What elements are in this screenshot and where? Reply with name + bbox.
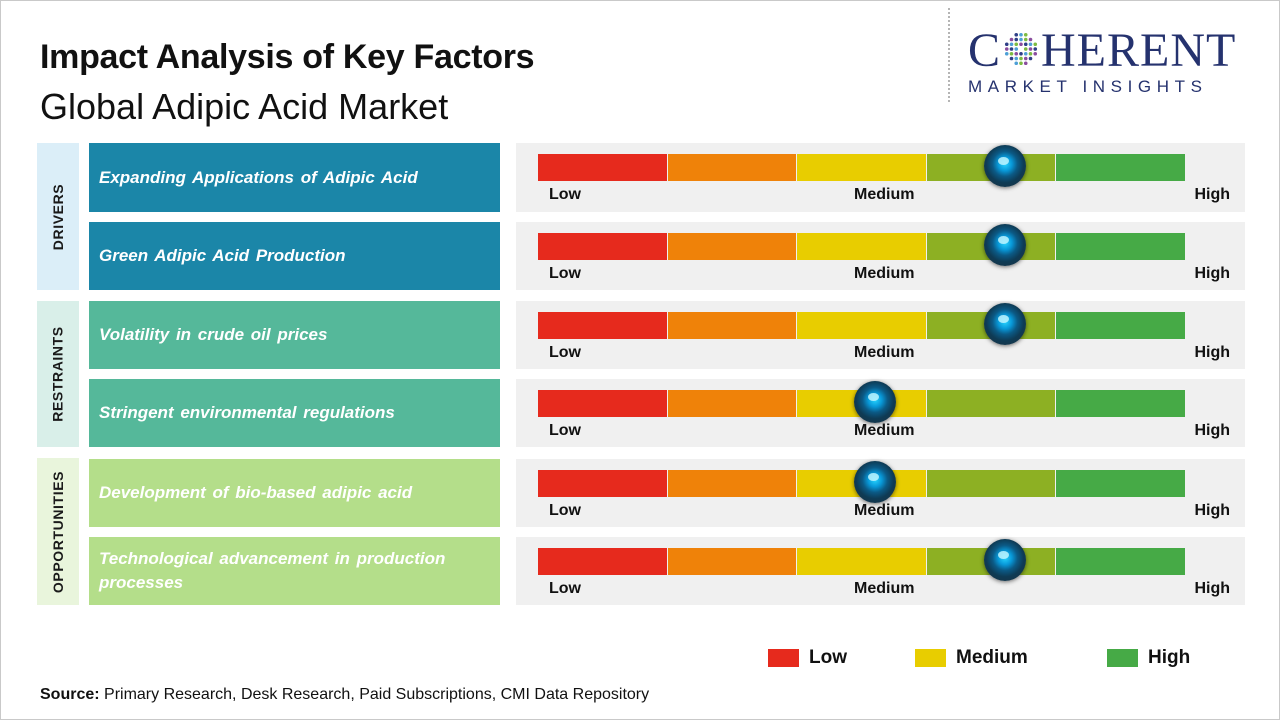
logo-divider xyxy=(948,8,950,102)
gauge-low-label: Low xyxy=(549,186,581,203)
gauge-segment xyxy=(538,470,667,497)
legend-label: High xyxy=(1148,647,1191,668)
gauge-segment xyxy=(1056,548,1185,575)
gauge-high-label: High xyxy=(1194,265,1230,282)
source-text: Primary Research, Desk Research, Paid Su… xyxy=(99,686,650,703)
gauge-low-label: Low xyxy=(549,265,581,282)
gauge-segment xyxy=(667,154,797,181)
impact-indicator-knob xyxy=(983,224,1026,266)
legend-swatch xyxy=(915,649,946,667)
factor-label-2: Green Adipic Acid Production xyxy=(89,222,500,290)
impact-gauge-row-4: Low Medium High xyxy=(516,379,1245,447)
legend-label: Low xyxy=(809,647,847,668)
impact-indicator-knob xyxy=(983,303,1026,345)
impact-gauge-row-5: Low Medium High xyxy=(516,459,1245,527)
gauge-segment xyxy=(667,390,797,417)
gauge-segment xyxy=(667,312,797,339)
gauge-segment xyxy=(667,470,797,497)
gauge-high-label: High xyxy=(1194,186,1230,203)
gauge-low-label: Low xyxy=(549,422,581,439)
gauge-segment xyxy=(667,548,797,575)
factor-label-1: Expanding Applications of Adipic Acid xyxy=(89,143,500,212)
impact-gauge-row-1: Low Medium High xyxy=(516,143,1245,212)
impact-indicator-knob xyxy=(853,381,896,423)
factor-label-4: Stringent environmental regulations xyxy=(89,379,500,447)
gauge-medium-label: Medium xyxy=(854,580,915,597)
legend-label: Medium xyxy=(956,647,1028,668)
company-logo: C HERENT MARKET INSIGHTS xyxy=(968,26,1263,97)
gauge-high-label: High xyxy=(1194,344,1230,361)
gauge-segment xyxy=(667,233,797,260)
gauge-medium-label: Medium xyxy=(854,422,915,439)
source-label: Source: xyxy=(40,686,100,703)
gauge-segment xyxy=(1056,312,1185,339)
logo-word-start: C xyxy=(968,24,1002,77)
factor-label-5: Development of bio-based adipic acid xyxy=(89,459,500,527)
legend-item-low: Low xyxy=(768,647,847,669)
logo-wordmark: C HERENT xyxy=(968,26,1263,76)
logo-word-end: HERENT xyxy=(1041,24,1237,77)
gauge-medium-label: Medium xyxy=(854,265,915,282)
gauge-segment xyxy=(797,312,926,339)
impact-gauge-row-6: Low Medium High xyxy=(516,537,1245,605)
gauge-segment xyxy=(1056,470,1185,497)
gauge-segment xyxy=(797,154,926,181)
gauge-high-label: High xyxy=(1194,422,1230,439)
gauge-segment xyxy=(1056,390,1185,417)
category-drivers: DRIVERS xyxy=(37,143,79,290)
logo-dot-globe-icon xyxy=(1004,32,1038,66)
gauge-segment xyxy=(1056,233,1185,260)
legend-swatch xyxy=(768,649,799,667)
gauge-segment xyxy=(538,390,667,417)
category-label: RESTRAINTS xyxy=(50,326,67,422)
gauge-segment xyxy=(538,154,667,181)
gauge-segment xyxy=(1056,154,1185,181)
gauge-segment xyxy=(797,233,926,260)
page-title: Impact Analysis of Key Factors xyxy=(40,38,535,76)
legend-swatch xyxy=(1107,649,1138,667)
category-opportunities: OPPORTUNITIES xyxy=(37,458,79,605)
gauge-low-label: Low xyxy=(549,502,581,519)
gauge-low-label: Low xyxy=(549,344,581,361)
page-subtitle: Global Adipic Acid Market xyxy=(40,86,449,127)
gauge-segment xyxy=(538,312,667,339)
gauge-high-label: High xyxy=(1194,580,1230,597)
legend-item-high: High xyxy=(1107,647,1190,669)
gauge-low-label: Low xyxy=(549,580,581,597)
source-note: Source: Primary Research, Desk Research,… xyxy=(40,686,649,704)
gauge-segment xyxy=(538,233,667,260)
logo-tagline: MARKET INSIGHTS xyxy=(968,77,1208,96)
gauge-medium-label: Medium xyxy=(854,344,915,361)
gauge-segment xyxy=(797,548,926,575)
gauge-segment xyxy=(926,470,1056,497)
category-label: DRIVERS xyxy=(50,183,66,250)
category-label: OPPORTUNITIES xyxy=(50,470,66,593)
impact-gauge-row-3: Low Medium High xyxy=(516,301,1245,369)
impact-gauge-row-2: Low Medium High xyxy=(516,222,1245,290)
factor-label-6: Technological advancement in production … xyxy=(89,537,500,605)
gauge-medium-label: Medium xyxy=(854,502,915,519)
gauge-high-label: High xyxy=(1194,502,1230,519)
category-restraints: RESTRAINTS xyxy=(37,301,79,447)
legend-item-medium: Medium xyxy=(915,647,1028,669)
impact-indicator-knob xyxy=(983,539,1026,581)
impact-indicator-knob xyxy=(853,461,896,503)
impact-indicator-knob xyxy=(983,145,1026,187)
gauge-segment xyxy=(538,548,667,575)
gauge-segment xyxy=(926,390,1056,417)
gauge-medium-label: Medium xyxy=(854,186,915,203)
factor-label-3: Volatility in crude oil prices xyxy=(89,301,500,369)
